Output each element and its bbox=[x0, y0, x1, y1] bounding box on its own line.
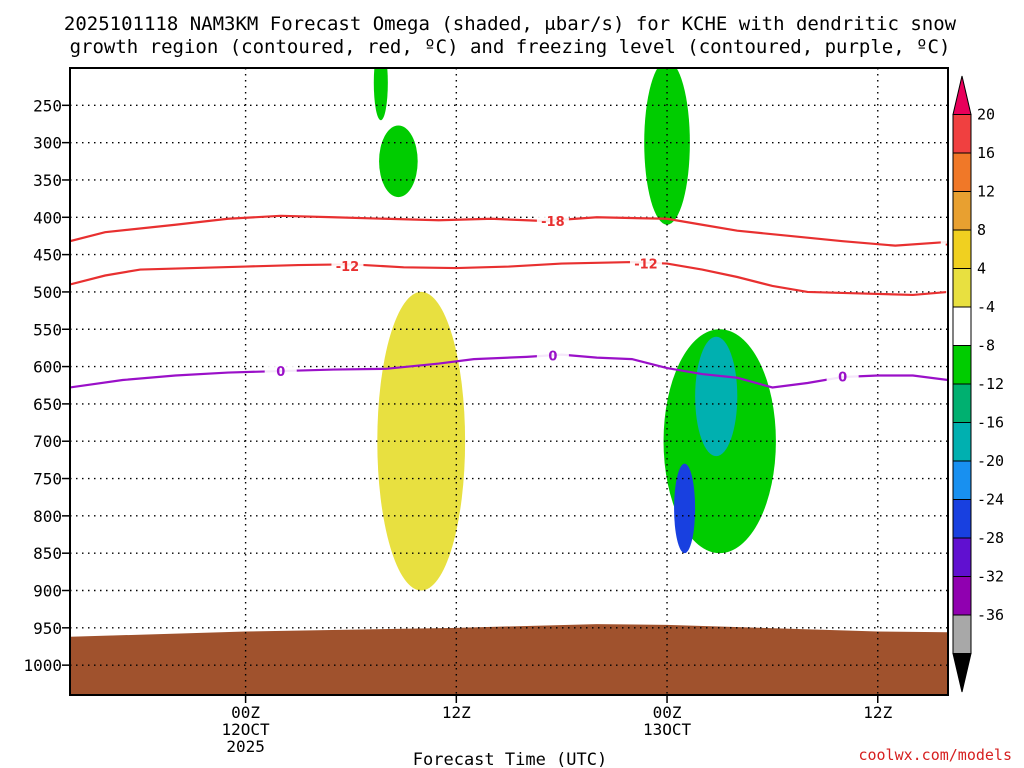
y-tick-label-500: 500 bbox=[33, 283, 62, 302]
contour-label-bg-2-2 bbox=[826, 368, 859, 384]
colorbar-label-9: -20 bbox=[977, 452, 1004, 470]
x-tick-label-3-0: 12Z bbox=[863, 703, 892, 722]
colorbar-label-10: -24 bbox=[977, 491, 1004, 509]
y-tick-label-550: 550 bbox=[33, 320, 62, 339]
chart-title-line-2: growth region (contoured, red, ºC) and f… bbox=[70, 36, 951, 58]
y-tick-label-800: 800 bbox=[33, 507, 62, 526]
contour-label-0-1: -18 bbox=[945, 237, 969, 252]
y-tick-label-600: 600 bbox=[33, 358, 62, 377]
colorbar-label-5: -4 bbox=[977, 298, 995, 316]
y-tick-label-350: 350 bbox=[33, 171, 62, 190]
plot-frame bbox=[69, 67, 949, 696]
colorbar-label-4: 4 bbox=[977, 260, 986, 278]
colorbar-swatch-9 bbox=[952, 422, 972, 462]
colorbar-label-2: 12 bbox=[977, 183, 995, 201]
colorbar-swatch-15 bbox=[952, 653, 972, 693]
x-tick-label-1-0: 12Z bbox=[442, 703, 471, 722]
y-tick-label-700: 700 bbox=[33, 432, 62, 451]
credit-text: coolwx.com/models bbox=[858, 746, 1012, 764]
omega-region-4 bbox=[695, 336, 738, 457]
contour-label-1-1: -12 bbox=[634, 258, 658, 273]
x-axis-title: Forecast Time (UTC) bbox=[413, 750, 607, 768]
colorbar-swatch-1 bbox=[952, 114, 972, 154]
contour-label-bg-2-0 bbox=[264, 363, 297, 379]
colorbar-swatch-3 bbox=[952, 191, 972, 231]
x-tick-label-0-0: 00Z bbox=[231, 703, 260, 722]
y-tick-label-450: 450 bbox=[33, 246, 62, 265]
colorbar-label-8: -16 bbox=[977, 414, 1004, 432]
contour-label-bg-1-1 bbox=[629, 255, 662, 271]
contour-label-bg-0-1 bbox=[940, 235, 948, 251]
colorbar-label-12: -32 bbox=[977, 568, 1004, 586]
colorbar-swatch-10 bbox=[952, 460, 972, 500]
colorbar-label-11: -28 bbox=[977, 529, 1004, 547]
contour-label-bg-2-1 bbox=[536, 347, 569, 363]
contour-line-2 bbox=[70, 353, 948, 389]
y-tick-label-900: 900 bbox=[33, 582, 62, 601]
y-tick-label-750: 750 bbox=[33, 470, 62, 489]
colorbar-label-6: -8 bbox=[977, 337, 995, 355]
omega-region-0 bbox=[373, 68, 388, 121]
colorbar-label-1: 16 bbox=[977, 144, 995, 162]
colorbar-swatch-2 bbox=[952, 152, 972, 192]
colorbar-swatch-6 bbox=[952, 306, 972, 346]
contour-label-bg-1-0 bbox=[331, 257, 364, 273]
colorbar-label-7: -12 bbox=[977, 375, 1004, 393]
chart-title-line-1: 2025101118 NAM3KM Forecast Omega (shaded… bbox=[64, 13, 957, 35]
contour-label-0-0: -18 bbox=[541, 215, 565, 230]
y-tick-label-1000: 1000 bbox=[23, 656, 62, 675]
y-tick-label-400: 400 bbox=[33, 208, 62, 227]
contour-label-2-1: 0 bbox=[548, 349, 557, 364]
colorbar-label-3: 8 bbox=[977, 221, 986, 239]
axis-ticks: 250 300 350 400 450 500 550 600 650 700 750 800 850 9… bbox=[23, 96, 892, 756]
contour-label-2-2: 0 bbox=[838, 370, 847, 385]
y-tick-label-250: 250 bbox=[33, 96, 62, 115]
colorbar-label-13: -36 bbox=[977, 606, 1004, 624]
ground-surface bbox=[70, 624, 948, 695]
contour-label-2-0: 0 bbox=[276, 365, 285, 380]
colorbar-swatch-11 bbox=[952, 499, 972, 539]
x-tick-label-0-1: 12OCT bbox=[222, 720, 271, 739]
contour-line-0 bbox=[70, 214, 948, 247]
colorbar-swatch-5 bbox=[952, 268, 972, 308]
y-tick-label-300: 300 bbox=[33, 134, 62, 153]
contour-line-1 bbox=[70, 260, 948, 297]
x-tick-label-0-2: 2025 bbox=[226, 737, 265, 756]
y-tick-label-650: 650 bbox=[33, 395, 62, 414]
omega-region-6 bbox=[377, 291, 466, 591]
contour-label-1-0: -12 bbox=[336, 260, 360, 275]
colorbar: 20 16 12 8 4 -4 -8 -12 -16 -20 -24 -28 -32 -36 bbox=[952, 75, 1004, 693]
contour-label-bg-0-0 bbox=[536, 213, 569, 229]
colorbar-swatch-4 bbox=[952, 229, 972, 269]
omega-region-5 bbox=[674, 463, 696, 554]
x-tick-label-2-1: 13OCT bbox=[643, 720, 692, 739]
colorbar-swatch-8 bbox=[952, 383, 972, 423]
y-tick-label-850: 850 bbox=[33, 544, 62, 563]
colorbar-label-0: 20 bbox=[977, 106, 995, 124]
omega-region-1 bbox=[379, 125, 418, 198]
y-tick-label-950: 950 bbox=[33, 619, 62, 638]
colorbar-swatch-12 bbox=[952, 537, 972, 577]
x-tick-label-2-0: 00Z bbox=[653, 703, 682, 722]
colorbar-swatch-7 bbox=[952, 345, 972, 385]
colorbar-swatch-13 bbox=[952, 576, 972, 616]
colorbar-swatch-14 bbox=[952, 614, 972, 654]
